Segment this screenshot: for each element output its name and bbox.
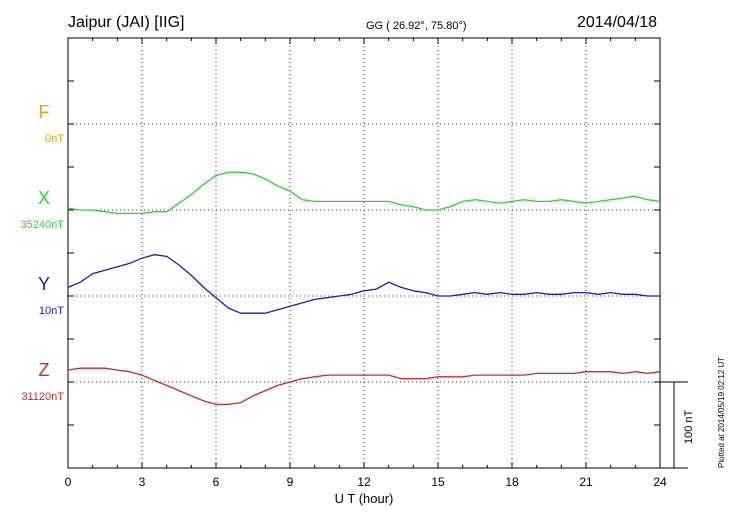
- x-tick-label: 12: [357, 475, 371, 489]
- scale-bar-label: 100 nT: [683, 409, 695, 444]
- series-baseline-x: 35240nT: [21, 219, 65, 231]
- axis-ticks: [67, 38, 661, 468]
- grid: [68, 38, 660, 468]
- plotted-timestamp: Plotted at 2014/05/19 02:12 UT: [717, 357, 726, 468]
- series-name-y: Y: [38, 274, 50, 294]
- series-name-x: X: [38, 188, 50, 208]
- series-baseline-f: 0nT: [45, 133, 64, 145]
- series-line-y: [67, 254, 660, 314]
- x-tick-label: 0: [65, 475, 72, 489]
- x-tick-label: 21: [579, 475, 593, 489]
- series-line-z: [67, 367, 661, 406]
- station-coordinates: GG ( 26.92°, 75.80°): [366, 20, 467, 32]
- plot-date: 2014/04/18: [577, 14, 657, 31]
- x-tick-label: 9: [287, 475, 294, 489]
- series-lines: [67, 171, 661, 406]
- series-baseline-z: 31120nT: [21, 391, 64, 403]
- series-labels: F 0nT X 35240nT Y 10nT Z 31120nT: [21, 102, 65, 403]
- series-name-f: F: [39, 102, 50, 122]
- x-tick-label: 6: [213, 475, 220, 489]
- series-baseline-y: 10nT: [39, 305, 64, 317]
- x-tick-label: 3: [139, 475, 146, 489]
- x-tick-labels: 0 3 6 9 12 15 18 21 24: [65, 475, 667, 489]
- scale-bar: 100 nT: [660, 381, 695, 469]
- series-line-x: [67, 171, 661, 215]
- x-axis-label: U T (hour): [335, 491, 394, 506]
- station-title: Jaipur (JAI) [IIG]: [68, 14, 184, 31]
- x-tick-label: 24: [653, 475, 667, 489]
- x-tick-label: 15: [431, 475, 445, 489]
- x-tick-label: 18: [505, 475, 519, 489]
- series-name-z: Z: [39, 360, 50, 380]
